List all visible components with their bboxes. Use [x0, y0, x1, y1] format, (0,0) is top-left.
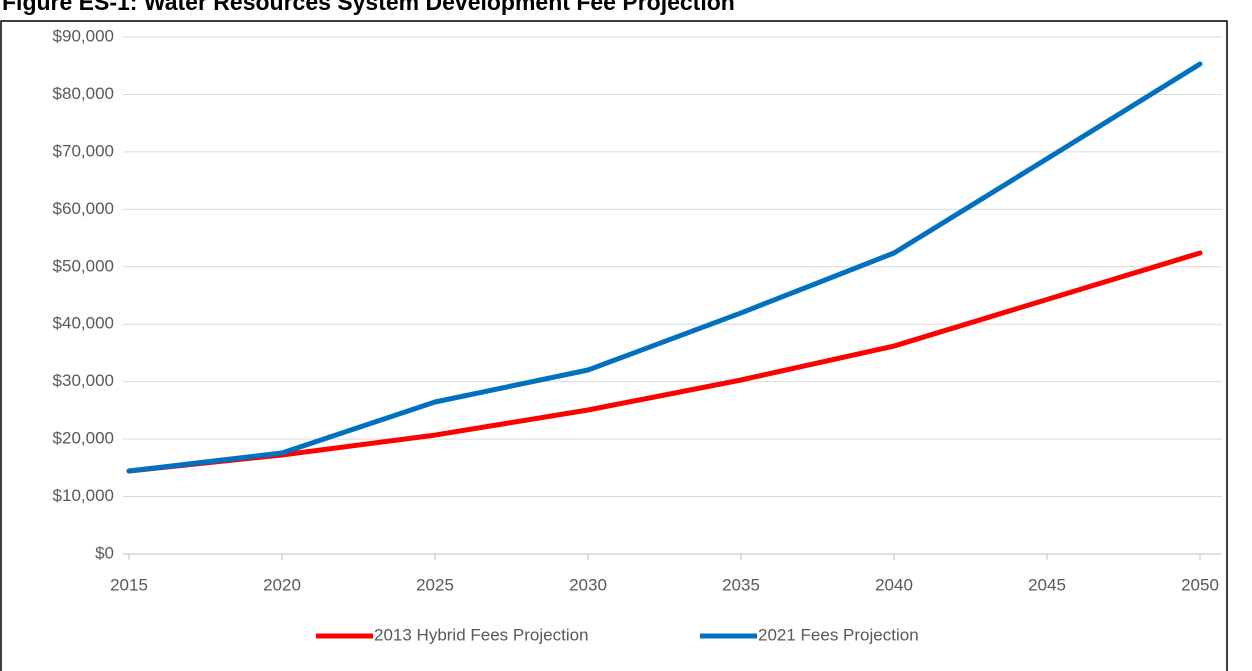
- series-line: [126, 250, 1203, 474]
- y-tick-label: $90,000: [53, 26, 114, 45]
- x-tick-label: 2040: [875, 575, 913, 594]
- y-tick-label: $10,000: [53, 486, 114, 505]
- x-tick-label: 2035: [722, 575, 760, 594]
- chart-frame: [0, 20, 1228, 671]
- chart-title: Figure ES-1: Water Resources System Deve…: [2, 0, 735, 15]
- x-tick-label: 2025: [416, 575, 454, 594]
- series-line: [126, 61, 1203, 474]
- x-tick-label: 2015: [110, 575, 148, 594]
- y-tick-label: $50,000: [53, 256, 114, 275]
- legend-label: 2013 Hybrid Fees Projection: [374, 625, 589, 644]
- x-tick-label: 2050: [1181, 575, 1219, 594]
- legend-label: 2021 Fees Projection: [758, 625, 919, 644]
- y-tick-label: $20,000: [53, 429, 114, 448]
- y-tick-label: $80,000: [53, 84, 114, 103]
- y-tick-label: $0: [95, 543, 114, 562]
- x-tick-label: 2020: [263, 575, 301, 594]
- x-tick-label: 2030: [569, 575, 607, 594]
- y-tick-label: $60,000: [53, 199, 114, 218]
- y-tick-label: $30,000: [53, 371, 114, 390]
- y-tick-label: $40,000: [53, 314, 114, 333]
- x-tick-label: 2045: [1028, 575, 1066, 594]
- y-tick-label: $70,000: [53, 141, 114, 160]
